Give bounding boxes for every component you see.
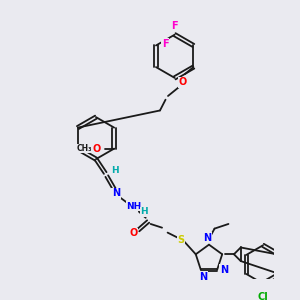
Text: S: S bbox=[178, 235, 185, 245]
Text: H: H bbox=[140, 207, 148, 216]
Text: NH: NH bbox=[126, 202, 141, 211]
Text: N: N bbox=[220, 265, 228, 275]
Text: N: N bbox=[203, 233, 211, 243]
Text: O: O bbox=[178, 77, 187, 87]
Text: O: O bbox=[93, 144, 101, 154]
Text: H: H bbox=[112, 166, 119, 175]
Text: F: F bbox=[162, 39, 169, 49]
Text: N: N bbox=[112, 188, 120, 198]
Text: CH₃: CH₃ bbox=[77, 144, 92, 153]
Text: O: O bbox=[129, 228, 137, 238]
Text: N: N bbox=[199, 272, 207, 282]
Text: F: F bbox=[171, 21, 178, 31]
Text: Cl: Cl bbox=[258, 292, 268, 300]
